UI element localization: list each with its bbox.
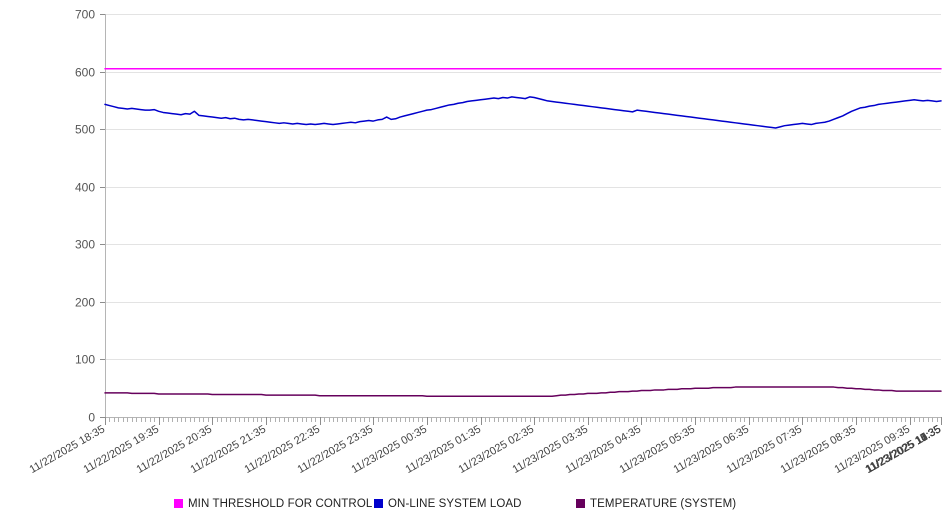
y-axis-tick-label: 0: [88, 411, 95, 425]
y-axis-tick-label: 200: [75, 296, 95, 310]
legend-label: ON-LINE SYSTEM LOAD: [388, 498, 522, 510]
y-axis-tick-label: 700: [75, 8, 95, 22]
y-axis-tick-label: 300: [75, 238, 95, 252]
y-axis-tick-label: 100: [75, 353, 95, 367]
legend-label: MIN THRESHOLD FOR CONTROL: [188, 498, 373, 510]
gridlines: [105, 14, 941, 360]
legend-label: TEMPERATURE (SYSTEM): [590, 498, 736, 510]
legend-swatch: [374, 499, 383, 508]
y-axis-tick-label: 600: [75, 66, 95, 80]
series-lines: [104, 67, 942, 398]
series-line: [104, 386, 942, 398]
legend: MIN THRESHOLD FOR CONTROL ON-LINE SYSTEM …: [174, 498, 736, 510]
y-axis-tick-label: 400: [75, 181, 95, 195]
y-axis-tick-label: 500: [75, 123, 95, 137]
plot-background: [105, 14, 941, 417]
y-axis-tick-labels: 0 100 200 300 400 500 600 700: [75, 8, 95, 425]
x-axis-major-ticks: [105, 417, 942, 425]
legend-swatch: [576, 499, 585, 508]
legend-swatch: [174, 499, 183, 508]
y-axis-ticks: [100, 14, 105, 418]
series-line: [104, 96, 942, 129]
